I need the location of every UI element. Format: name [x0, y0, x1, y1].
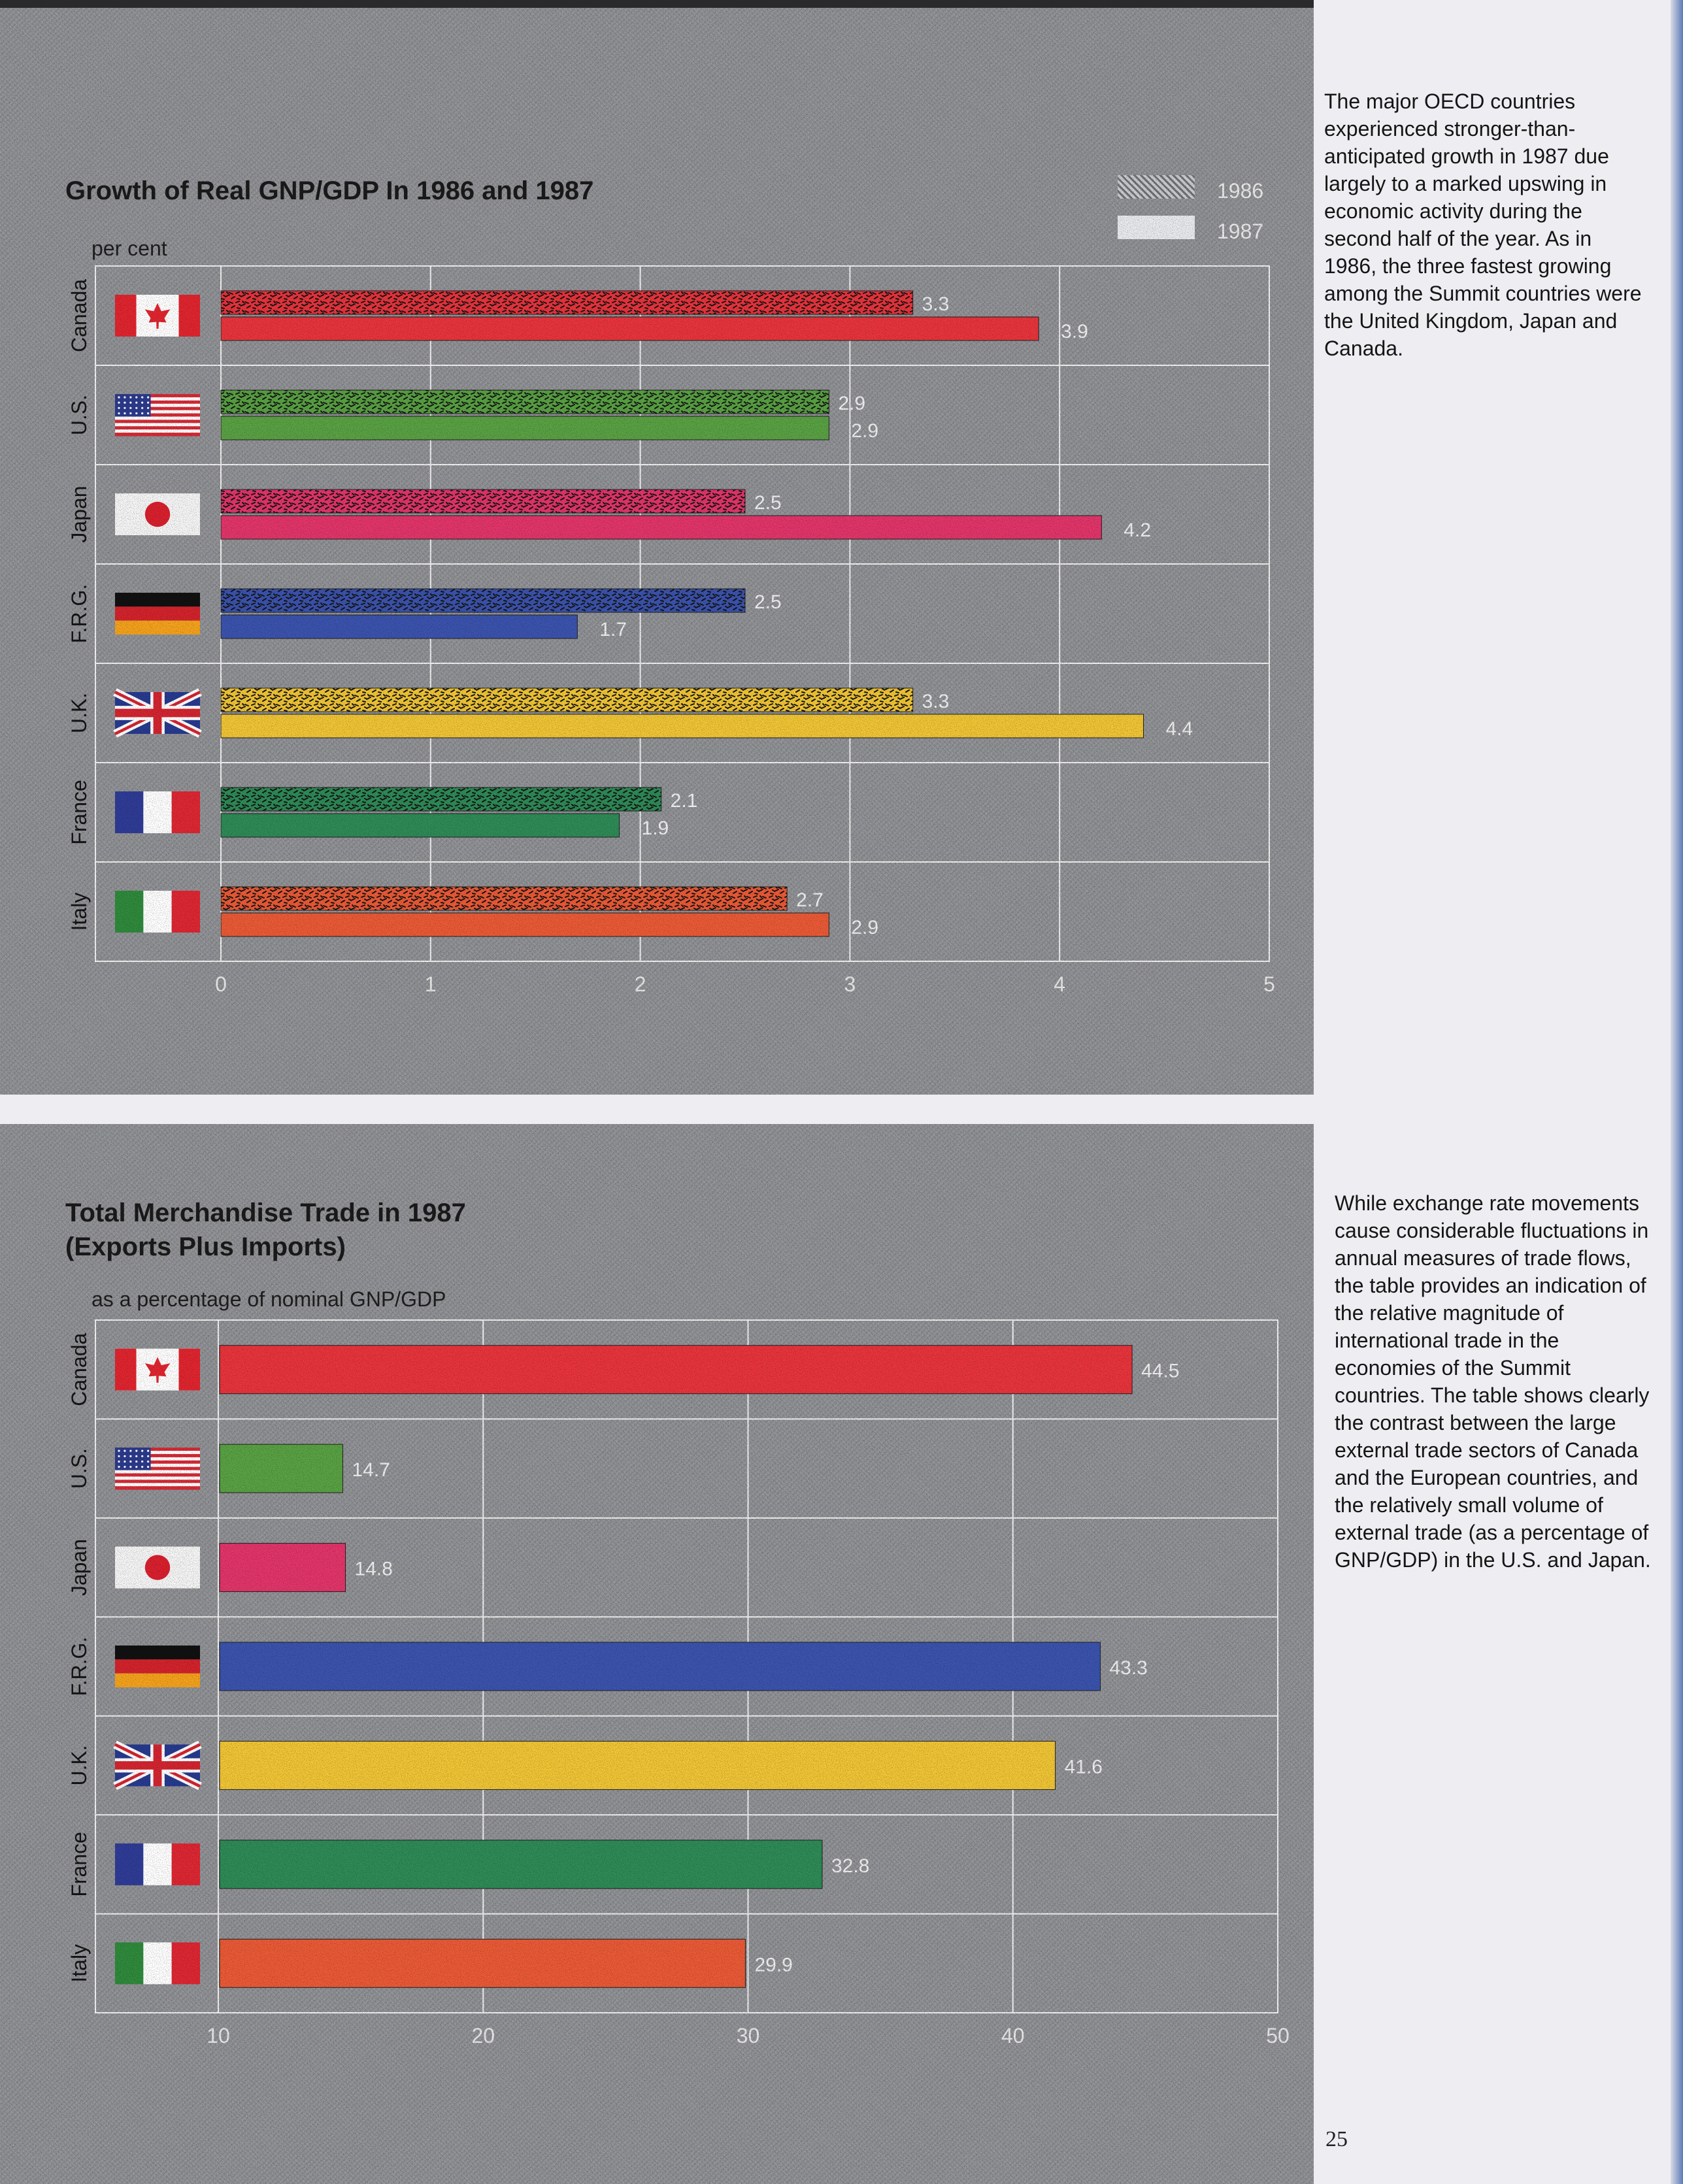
- page-edge: [1671, 0, 1683, 2184]
- gnp-commentary: The major OECD countries experienced str…: [1324, 90, 1642, 360]
- merchandise-trade-panel: Total Merchandise Trade in 1987 (Exports…: [0, 1124, 1314, 2184]
- trade-commentary: While exchange rate movements cause cons…: [1335, 1191, 1651, 1572]
- gnp-growth-panel: Growth of Real GNP/GDP In 1986 and 1987 …: [0, 0, 1314, 1095]
- paper-grain-texture: [0, 8, 1314, 1095]
- page-number: 25: [1325, 2127, 1348, 2151]
- paper-grain-texture: [0, 1124, 1314, 2184]
